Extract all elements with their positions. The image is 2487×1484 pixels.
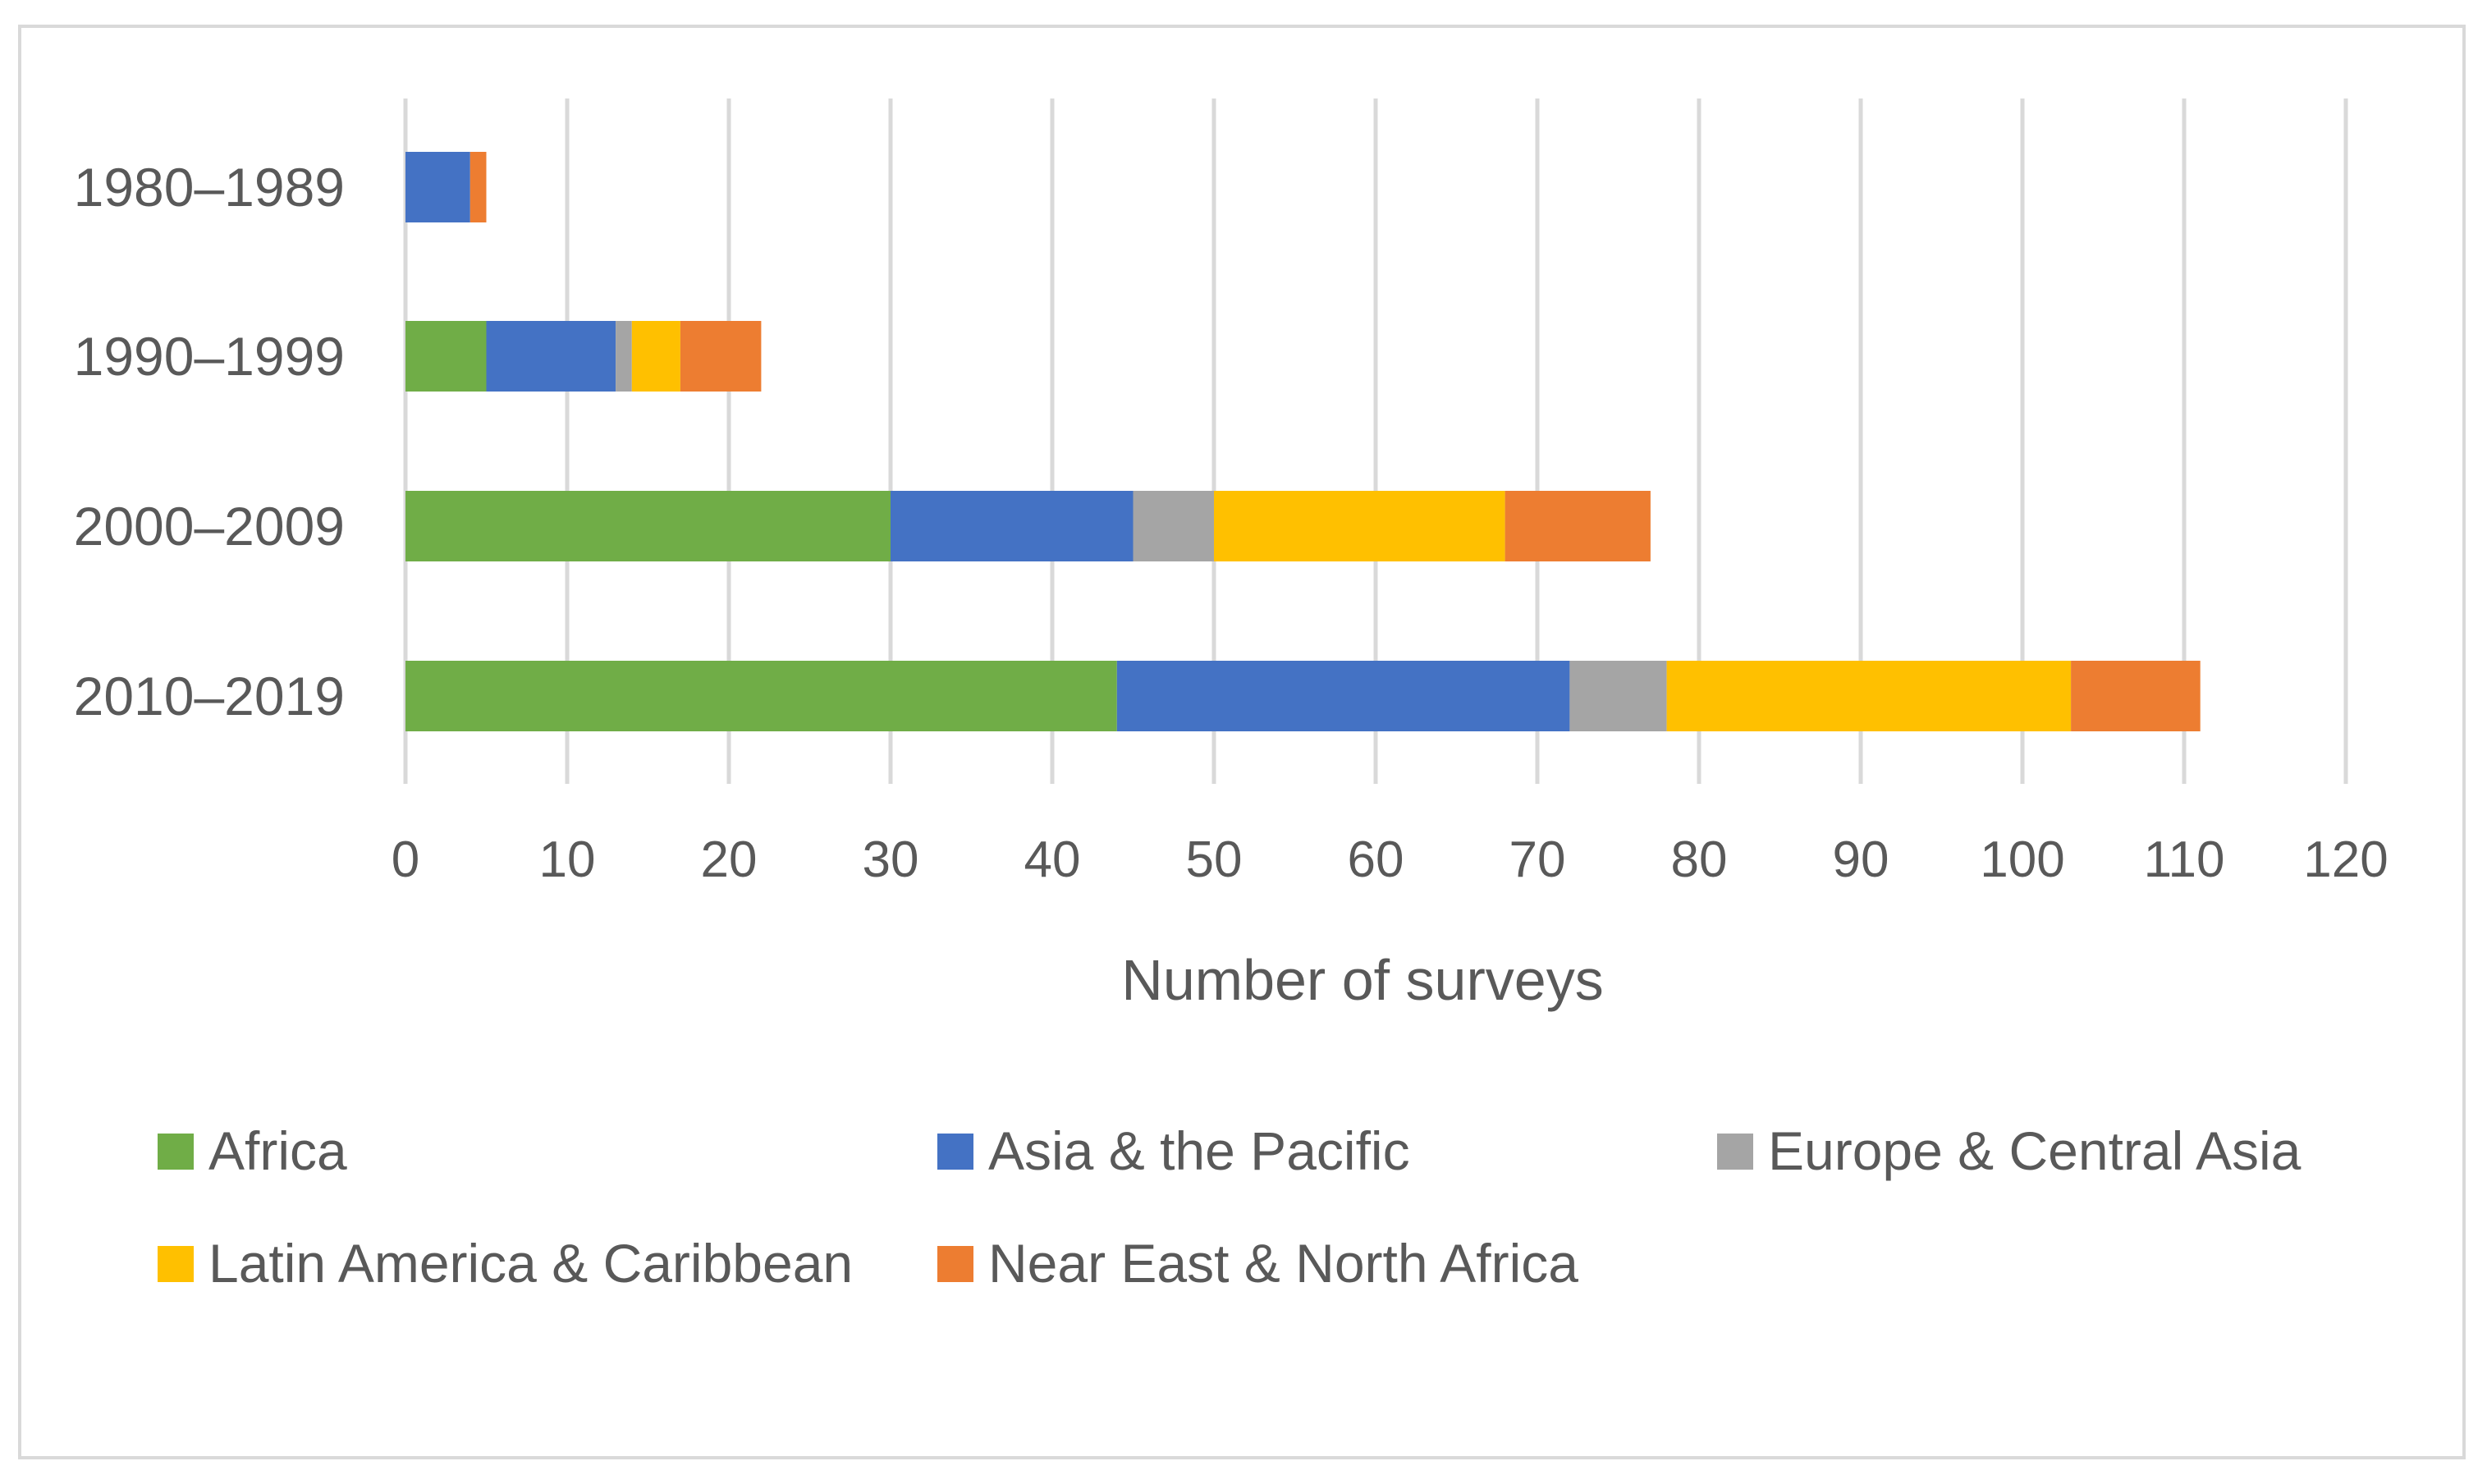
- bar-2000-2009-near-east-and-north-africa: [1505, 491, 1651, 561]
- legend-swatch: [158, 1246, 194, 1282]
- x-tick-label: 110: [2144, 831, 2225, 888]
- x-tick-label: 120: [2303, 831, 2388, 888]
- bar-2000-2009-europe-and-central-asia: [1133, 491, 1214, 561]
- legend-item-latin-america-and-caribbean: Latin America & Caribbean: [158, 1233, 853, 1294]
- x-tick-label: 70: [1509, 831, 1566, 888]
- legend-item-africa: Africa: [158, 1120, 347, 1181]
- x-tick-label: 50: [1186, 831, 1243, 888]
- legend-swatch: [937, 1134, 973, 1170]
- category-label: 1980–1989: [74, 157, 345, 218]
- bar-2010-2019-near-east-and-north-africa: [2071, 661, 2201, 731]
- x-tick-label: 90: [1833, 831, 1889, 888]
- bar-1990-1999-europe-and-central-asia: [616, 321, 632, 392]
- x-tick-label: 40: [1024, 831, 1081, 888]
- legend-label: Asia & the Pacific: [988, 1120, 1410, 1181]
- x-tick-label: 0: [392, 831, 419, 888]
- bar-1990-1999-asia-and-the-pacific: [486, 321, 616, 392]
- bar-1990-1999-africa: [405, 321, 487, 392]
- legend-swatch: [1717, 1134, 1753, 1170]
- x-tick-label: 10: [539, 831, 596, 888]
- legend-item-asia-and-the-pacific: Asia & the Pacific: [937, 1120, 1410, 1181]
- bar-2000-2009-latin-america-and-caribbean: [1214, 491, 1505, 561]
- bar-2010-2019-europe-and-central-asia: [1569, 661, 1667, 731]
- legend-swatch: [937, 1246, 973, 1282]
- x-tick-label: 30: [863, 831, 919, 888]
- category-label: 2000–2009: [74, 496, 345, 556]
- legend-label: Latin America & Caribbean: [208, 1233, 853, 1294]
- legend: Africa Asia & the Pacific Europe & Central…: [158, 1120, 2302, 1294]
- x-tick-label: 80: [1671, 831, 1728, 888]
- legend-item-europe-and-central-asia: Europe & Central Asia: [1717, 1120, 2302, 1181]
- bar-1980-1989-asia-and-the-pacific: [405, 152, 470, 222]
- x-tick-label: 100: [1980, 831, 2064, 888]
- bar-1990-1999-latin-america-and-caribbean: [631, 321, 680, 392]
- x-tick-label: 60: [1348, 831, 1404, 888]
- bar-2010-2019-africa: [405, 661, 1117, 731]
- category-labels: 1980–1989 1990–1999 2000–2009 2010–2019: [74, 157, 345, 726]
- chart-frame: [18, 25, 2466, 1459]
- legend-label: Europe & Central Asia: [1768, 1120, 2302, 1181]
- bar-1980-1989-near-east-and-north-africa: [469, 152, 487, 222]
- category-label: 1990–1999: [74, 326, 345, 387]
- legend-swatch: [158, 1134, 194, 1170]
- bar-1990-1999-near-east-and-north-africa: [680, 321, 762, 392]
- legend-label: Near East & North Africa: [988, 1233, 1578, 1294]
- legend-item-near-east-and-north-africa: Near East & North Africa: [937, 1233, 1578, 1294]
- bar-2000-2009-africa: [405, 491, 891, 561]
- x-axis-title: Number of surveys: [1121, 948, 1603, 1012]
- category-label: 2010–2019: [74, 666, 345, 726]
- bar-2000-2009-asia-and-the-pacific: [891, 491, 1134, 561]
- x-tick-label: 20: [701, 831, 758, 888]
- bar-2010-2019-latin-america-and-caribbean: [1666, 661, 2072, 731]
- legend-label: Africa: [208, 1120, 347, 1181]
- x-axis-ticks: 0 10 20 30 40 50 60 70 80 90 100 110 120: [392, 831, 2389, 888]
- bars: [405, 152, 2201, 731]
- bar-2010-2019-asia-and-the-pacific: [1116, 661, 1570, 731]
